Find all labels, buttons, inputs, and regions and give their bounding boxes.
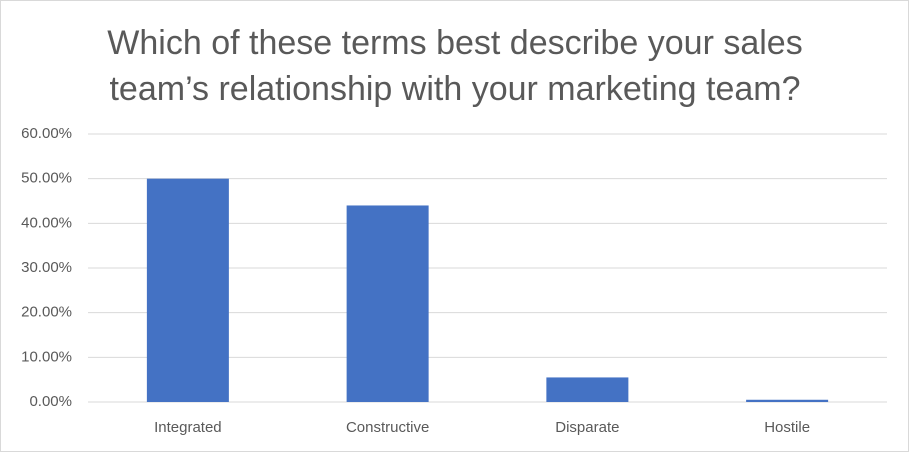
x-tick-label: Hostile [764,419,810,436]
y-tick-label: 40.00% [21,214,72,231]
bar [146,178,229,402]
x-tick-label: Disparate [555,419,619,436]
y-tick-label: 10.00% [21,348,72,365]
bar [746,399,829,402]
y-tick-label: 60.00% [21,125,72,142]
y-tick-label: 30.00% [21,259,72,276]
bar [346,205,429,402]
bar [546,377,629,402]
y-tick-label: 0.00% [29,393,72,410]
x-tick-label: Integrated [154,419,222,436]
x-tick-label: Constructive [346,419,429,436]
y-tick-label: 50.00% [21,170,72,187]
y-tick-label: 20.00% [21,304,72,321]
chart-title: Which of these terms best describe your … [107,24,803,108]
